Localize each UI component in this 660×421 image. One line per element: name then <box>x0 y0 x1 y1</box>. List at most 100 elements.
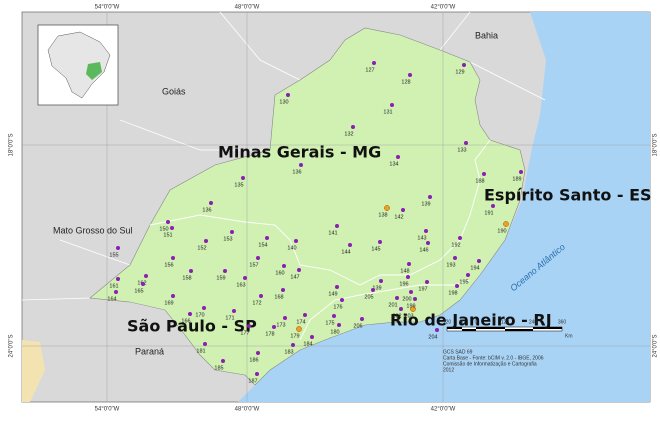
station-label: 202 <box>392 313 401 319</box>
station-label: 190 <box>497 228 506 234</box>
station-point <box>351 125 355 129</box>
station-point <box>409 290 413 294</box>
station-label: 192 <box>451 242 460 248</box>
graticule-label: 48°0'0"W <box>235 5 260 11</box>
station-point <box>395 296 399 300</box>
station-label: 180 <box>330 329 339 335</box>
inset-map <box>37 24 119 106</box>
station-label: 165 <box>134 288 143 294</box>
station-point <box>281 288 285 292</box>
station-label: 205 <box>364 294 373 300</box>
station-point <box>360 317 364 321</box>
station-point <box>519 170 523 174</box>
station-label: 146 <box>419 247 428 253</box>
graticule-label: 18°0'0"S <box>9 133 15 156</box>
station-label: 168 <box>274 294 283 300</box>
station-point <box>335 224 339 228</box>
station-label: 185 <box>214 365 223 371</box>
graticule-label: 42°0'0"W <box>431 407 456 413</box>
station-point <box>297 268 301 272</box>
station-point <box>296 326 302 332</box>
state-label: Minas Gerais - MG <box>218 143 381 162</box>
station-point <box>291 343 295 347</box>
scale-tick: 120 <box>443 319 452 325</box>
station-point <box>141 282 145 286</box>
station-label: 153 <box>223 236 232 242</box>
scale-tick: 360 <box>558 319 567 325</box>
station-point <box>241 176 245 180</box>
station-label: 187 <box>248 378 257 384</box>
station-point <box>424 229 428 233</box>
station-point <box>259 294 263 298</box>
station-label: 163 <box>236 282 245 288</box>
graticule-label: 18°0'0"S <box>653 133 659 156</box>
station-point <box>232 309 236 313</box>
place-label: Paraná <box>135 346 164 356</box>
place-label: Mato Grosso do Sul <box>53 225 133 235</box>
place-label: Bahia <box>475 30 498 40</box>
station-point <box>453 256 457 260</box>
station-label: 127 <box>365 67 374 73</box>
credit-line: GCS SAD 69 <box>443 349 473 355</box>
station-label: 128 <box>401 79 410 85</box>
station-label: 186 <box>249 357 258 363</box>
graticule-label: 24°0'0"S <box>9 334 15 357</box>
station-label: 141 <box>328 230 337 236</box>
station-point <box>426 241 430 245</box>
place-label: Goiás <box>162 86 186 96</box>
station-point <box>464 141 468 145</box>
station-point <box>384 205 390 211</box>
station-point <box>466 273 470 277</box>
station-label: 154 <box>258 242 267 248</box>
state-label: Rio de Janeiro - RJ <box>390 311 552 330</box>
station-point <box>247 324 251 328</box>
station-point <box>170 226 174 230</box>
station-point <box>491 204 495 208</box>
station-point <box>256 351 260 355</box>
station-label: 136 <box>292 169 301 175</box>
station-label: 131 <box>383 109 392 115</box>
credit-line: Carta Base - Fonte: bCIM v. 2.0 - IBGE, … <box>443 355 544 361</box>
station-point <box>223 269 227 273</box>
station-label: 179 <box>290 333 299 339</box>
station-label: 143 <box>417 235 426 241</box>
station-label: 151 <box>163 232 172 238</box>
station-point <box>299 163 303 167</box>
station-label: 157 <box>249 262 258 268</box>
station-point <box>203 342 207 346</box>
station-point <box>272 325 276 329</box>
station-label: 206 <box>353 323 362 329</box>
station-point <box>482 172 486 176</box>
station-point <box>114 290 118 294</box>
station-point <box>265 236 269 240</box>
station-label: 139 <box>372 285 381 291</box>
station-label: 177 <box>240 330 249 336</box>
station-label: 195 <box>459 279 468 285</box>
station-label: 188 <box>475 178 484 184</box>
station-point <box>171 294 175 298</box>
station-label: 129 <box>455 69 464 75</box>
station-label: 139 <box>421 201 430 207</box>
station-label: 149 <box>328 291 337 297</box>
station-label: 148 <box>400 268 409 274</box>
scale-tick: 240 <box>529 319 538 325</box>
station-label: 156 <box>164 262 173 268</box>
station-label: 158 <box>182 275 191 281</box>
state-borders <box>149 139 491 341</box>
station-point <box>413 297 417 301</box>
station-point <box>202 306 206 310</box>
station-label: 184 <box>303 341 312 347</box>
station-point <box>401 208 405 212</box>
neighbor-land <box>22 340 45 402</box>
station-point <box>256 256 260 260</box>
station-label: 136 <box>202 207 211 213</box>
graticule-label: 48°0'0"W <box>235 407 260 413</box>
station-label: 164 <box>107 296 116 302</box>
station-label: 200 <box>402 296 411 302</box>
station-point <box>337 323 341 327</box>
station-point <box>428 195 432 199</box>
station-label: 133 <box>457 147 466 153</box>
station-point <box>399 307 403 311</box>
station-point <box>116 277 120 281</box>
